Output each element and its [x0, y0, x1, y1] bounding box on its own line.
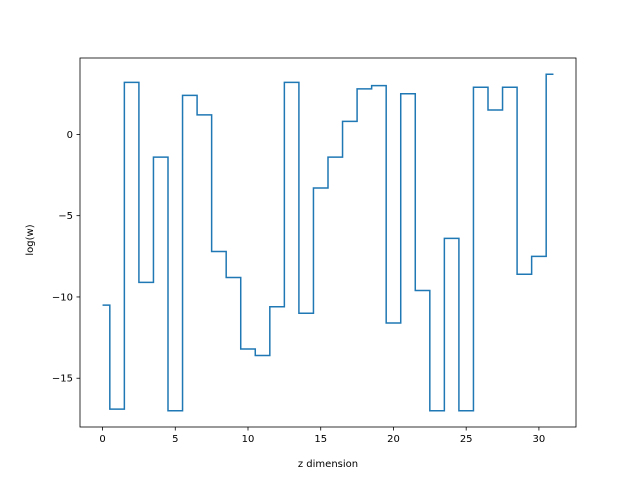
y-tick-label: 0 — [67, 130, 73, 141]
axes-frame — [79, 57, 577, 428]
x-tick-label: 30 — [533, 434, 546, 445]
plot-area — [102, 73, 554, 412]
series-line-0 — [102, 73, 554, 412]
x-axis-label: z dimension — [298, 459, 358, 470]
x-tick-label: 20 — [387, 434, 400, 445]
x-tick-label: 0 — [99, 434, 105, 445]
axis-ticks: 0 5 10 15 20 25 30 −15 −10 −5 0 — [52, 57, 577, 445]
y-tick-label: −5 — [58, 211, 73, 222]
x-tick-label: 10 — [242, 434, 255, 445]
y-tick-label: −15 — [52, 374, 73, 385]
x-tick-label: 5 — [172, 434, 178, 445]
x-tick-label: 25 — [460, 434, 473, 445]
x-tick-label: 15 — [314, 434, 327, 445]
y-axis-label: log(w) — [25, 224, 36, 255]
y-tick-label: −10 — [52, 292, 73, 303]
